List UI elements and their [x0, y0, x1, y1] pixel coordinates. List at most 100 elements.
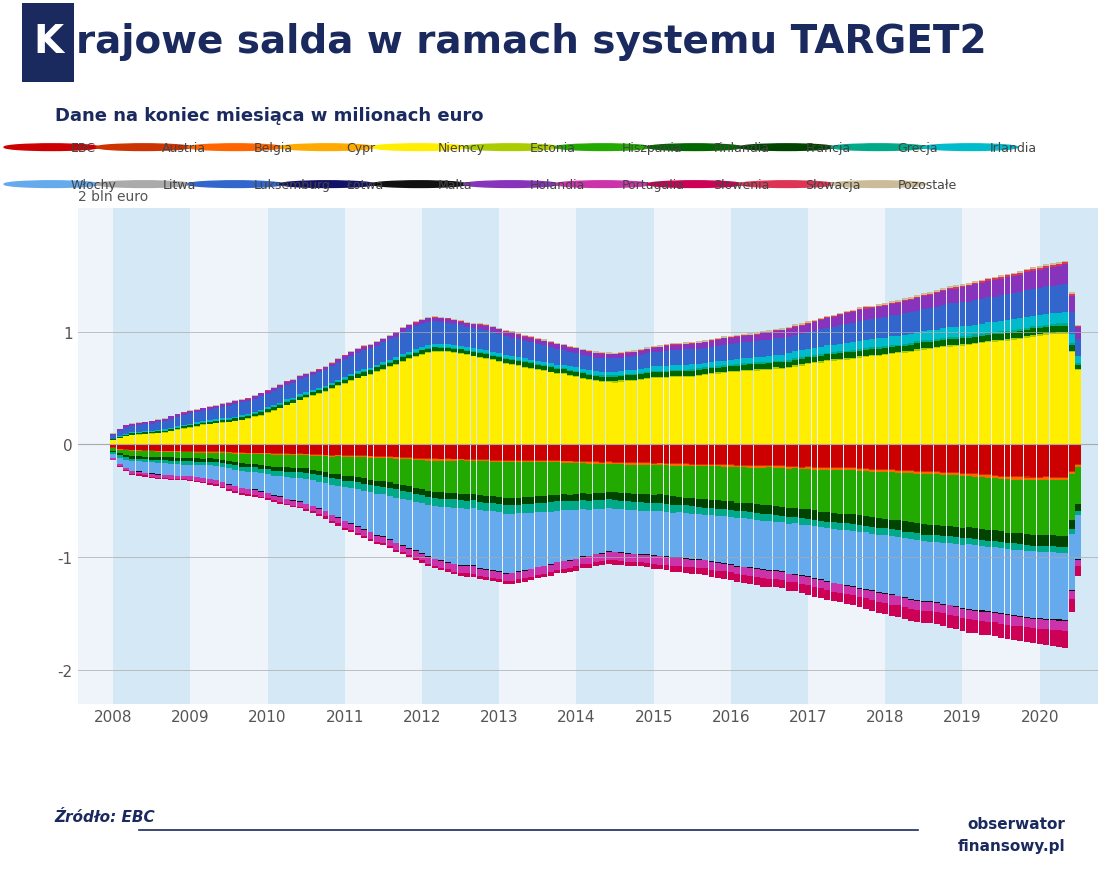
Bar: [181, 413, 187, 415]
Bar: [438, 461, 445, 493]
Bar: [612, 372, 618, 376]
Bar: [529, 570, 534, 577]
Bar: [252, 468, 258, 473]
Bar: [747, 567, 753, 568]
Bar: [780, 363, 785, 368]
Bar: [458, 322, 464, 326]
Bar: [381, 488, 386, 495]
Bar: [715, 563, 721, 571]
Bar: [1049, 481, 1055, 535]
Bar: [426, 323, 431, 346]
Bar: [747, 358, 753, 363]
Bar: [606, 553, 612, 561]
Bar: [194, 425, 199, 427]
Bar: [573, 510, 579, 559]
Bar: [464, 509, 470, 566]
Bar: [304, 456, 309, 468]
Bar: [309, 512, 316, 514]
Bar: [979, 344, 984, 445]
Bar: [637, 563, 644, 567]
Bar: [946, 445, 953, 473]
Bar: [1068, 591, 1075, 599]
Bar: [850, 360, 856, 445]
Bar: [786, 582, 792, 591]
Bar: [1017, 332, 1024, 338]
Bar: [824, 590, 830, 600]
Bar: [207, 408, 213, 410]
Bar: [290, 401, 297, 403]
Bar: [786, 354, 792, 361]
Bar: [940, 338, 946, 341]
Bar: [850, 524, 856, 531]
Text: finansowy.pl: finansowy.pl: [958, 838, 1065, 852]
Bar: [348, 356, 354, 375]
Bar: [271, 388, 277, 392]
Bar: [972, 282, 978, 283]
Bar: [599, 377, 605, 381]
Bar: [381, 495, 386, 536]
Bar: [940, 536, 946, 543]
Bar: [972, 445, 978, 474]
Bar: [838, 471, 843, 514]
Bar: [908, 533, 914, 540]
Bar: [914, 311, 921, 333]
Bar: [374, 368, 380, 372]
Bar: [651, 367, 656, 371]
Bar: [799, 335, 804, 351]
Bar: [864, 445, 869, 468]
Bar: [374, 481, 380, 487]
Bar: [760, 467, 766, 468]
Bar: [676, 464, 682, 466]
Bar: [1043, 620, 1049, 630]
Bar: [850, 471, 856, 514]
Bar: [432, 318, 438, 322]
Bar: [670, 345, 675, 350]
Bar: [696, 464, 701, 465]
Bar: [561, 374, 567, 375]
Bar: [773, 580, 778, 587]
Bar: [510, 338, 515, 356]
Bar: [194, 478, 199, 481]
Bar: [426, 459, 431, 460]
Bar: [721, 374, 727, 445]
Bar: [843, 351, 850, 353]
Bar: [1011, 478, 1017, 480]
Bar: [805, 468, 811, 469]
Bar: [304, 393, 309, 395]
Bar: [857, 358, 862, 445]
Bar: [355, 456, 361, 457]
Bar: [451, 321, 457, 324]
Bar: [644, 464, 650, 466]
Bar: [883, 347, 888, 348]
Bar: [715, 464, 721, 465]
Bar: [812, 357, 818, 362]
Bar: [979, 475, 984, 478]
Bar: [773, 467, 778, 468]
Bar: [168, 428, 174, 429]
Bar: [702, 500, 708, 508]
Text: Francja: Francja: [805, 142, 851, 155]
Bar: [760, 357, 766, 362]
Bar: [773, 571, 778, 572]
Bar: [304, 505, 309, 509]
Bar: [702, 348, 708, 363]
Bar: [1056, 631, 1062, 647]
Bar: [548, 463, 553, 495]
Bar: [426, 461, 431, 491]
Bar: [1017, 480, 1024, 534]
Bar: [960, 474, 965, 476]
Bar: [1043, 553, 1049, 619]
Bar: [187, 414, 194, 424]
Bar: [207, 425, 213, 445]
Bar: [986, 612, 991, 613]
Bar: [885, 209, 962, 704]
Bar: [451, 353, 457, 354]
Bar: [902, 532, 907, 539]
Bar: [908, 298, 914, 299]
Bar: [1075, 371, 1081, 445]
Bar: [393, 361, 399, 364]
Bar: [573, 376, 579, 378]
Bar: [735, 445, 740, 465]
Bar: [869, 591, 876, 592]
Bar: [522, 579, 528, 582]
